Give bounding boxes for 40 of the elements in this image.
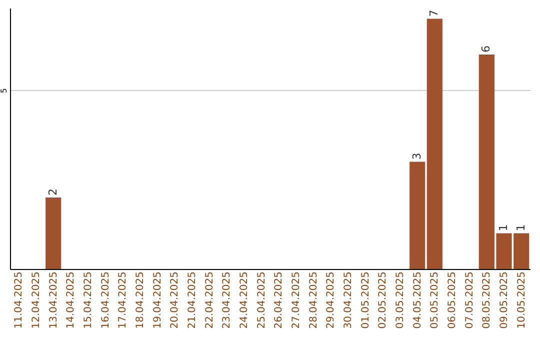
x-tick-label: 29.04.2025 (326, 272, 337, 329)
x-tick-label: 30.04.2025 (343, 272, 354, 329)
x-tick-label: 06.05.2025 (447, 272, 458, 329)
x-tick-label: 01.05.2025 (360, 272, 372, 329)
bar (46, 197, 62, 269)
x-tick-label: 12.04.2025 (31, 272, 42, 329)
x-tick-label: 08.05.2025 (482, 272, 493, 329)
data-label: 1 (497, 224, 510, 232)
x-tick-label: 24.04.2025 (239, 272, 250, 329)
y-tick-label: 5 (0, 88, 8, 94)
x-tick-label: 27.04.2025 (291, 272, 302, 329)
x-tick-label: 05.05.2025 (430, 272, 441, 329)
x-tick-label: 07.05.2025 (464, 272, 476, 329)
x-tick-label: 09.05.2025 (499, 272, 510, 329)
x-tick-label: 16.04.2025 (100, 272, 112, 329)
data-label: 1 (514, 224, 528, 232)
x-tick-label: 28.04.2025 (308, 272, 320, 329)
data-label: 6 (480, 45, 493, 52)
x-tick-label: 11.04.2025 (14, 272, 25, 329)
x-tick-label: 14.04.2025 (66, 272, 77, 329)
x-tick-label: 04.05.2025 (412, 272, 424, 329)
x-tick-label: 03.05.2025 (395, 272, 406, 329)
x-tick-label: 26.04.2025 (274, 272, 285, 329)
x-tick-label: 10.05.2025 (516, 272, 528, 329)
x-tick-label: 22.04.2025 (204, 272, 216, 329)
x-tick-label: 20.04.2025 (170, 272, 181, 329)
bar (426, 18, 442, 269)
data-label: 2 (46, 188, 60, 196)
x-tick-label: 02.05.2025 (378, 272, 389, 329)
x-tick-label: 23.04.2025 (222, 272, 233, 329)
x-tick-label: 25.04.2025 (256, 272, 268, 329)
x-tick-label: 19.04.2025 (152, 272, 164, 329)
x-tick-label: 18.04.2025 (135, 272, 146, 329)
x-tick-label: 15.04.2025 (83, 272, 94, 329)
data-label: 3 (410, 152, 424, 160)
x-tick-label: 21.04.2025 (187, 272, 198, 329)
x-tick-label: 13.04.2025 (48, 272, 60, 329)
x-tick-label: 17.04.2025 (118, 272, 129, 329)
data-label: 7 (428, 10, 441, 17)
bar (410, 162, 426, 269)
